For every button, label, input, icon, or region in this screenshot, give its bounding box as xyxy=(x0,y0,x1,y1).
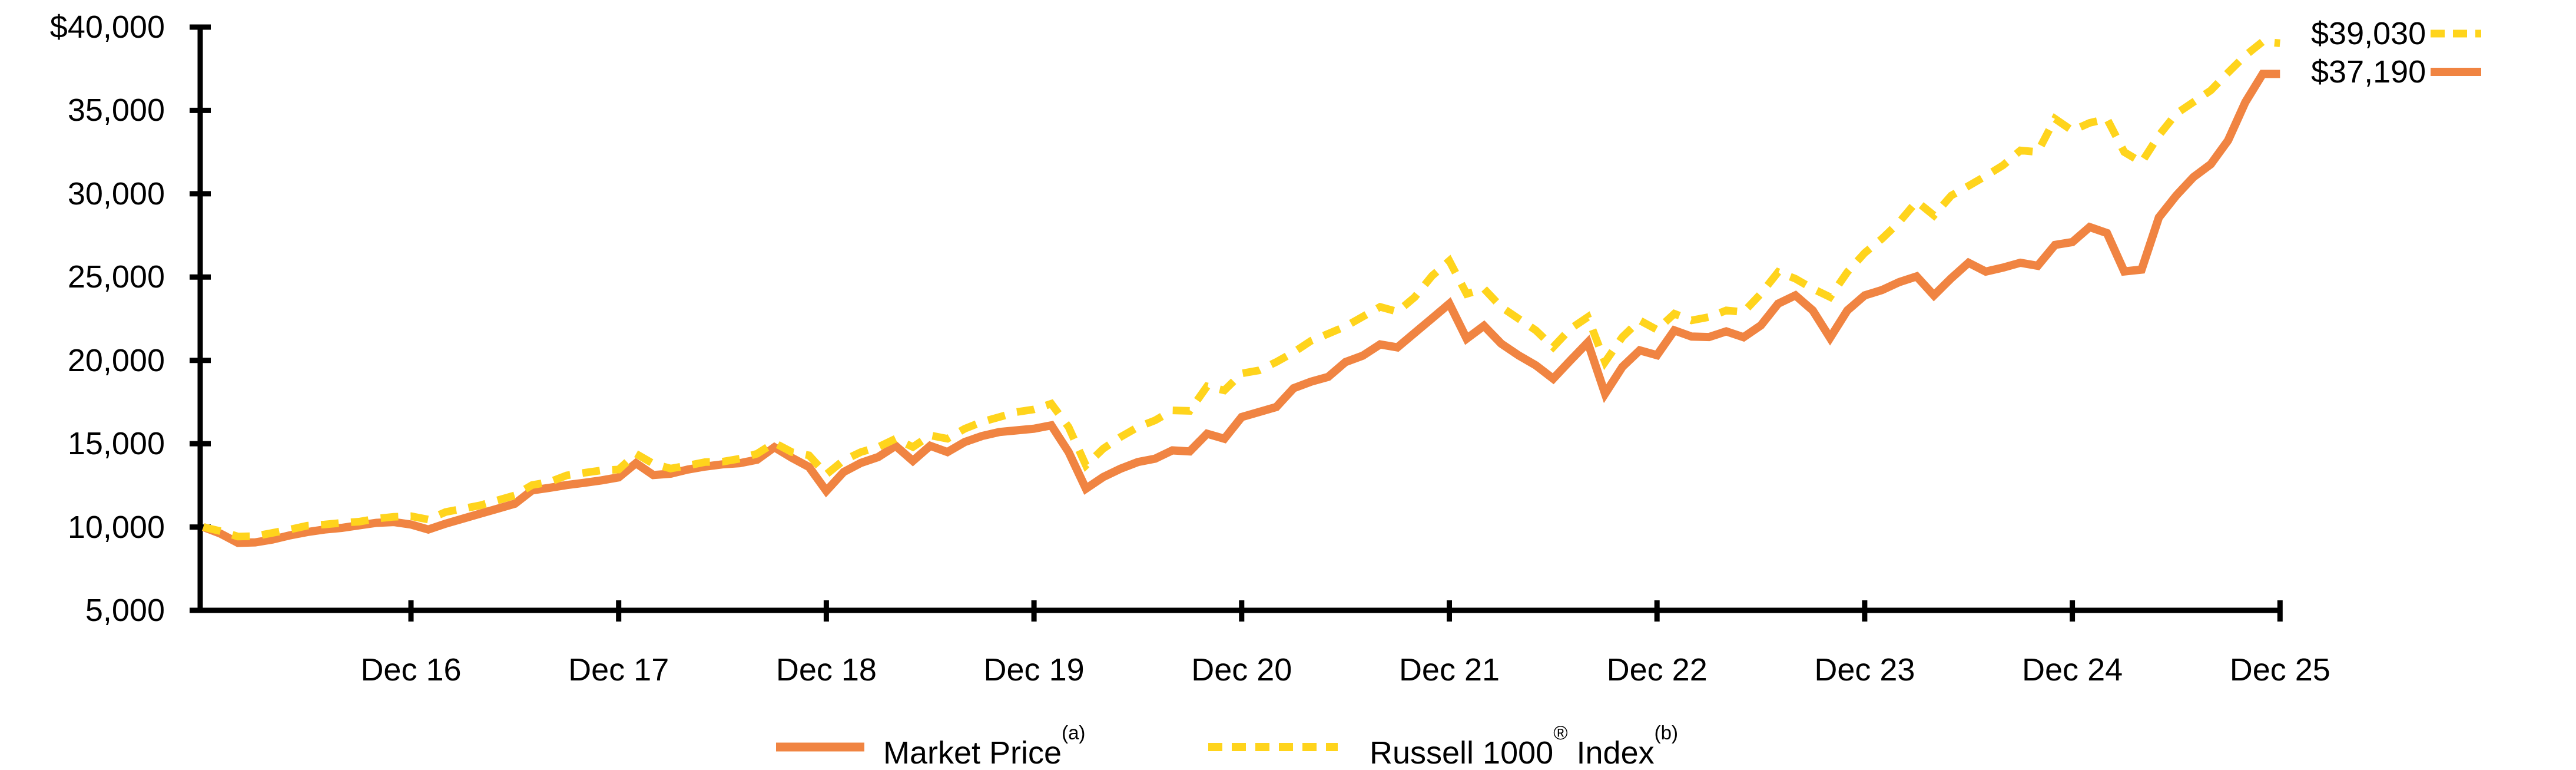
legend-russell-text1: Russell 1000 xyxy=(1370,735,1554,770)
series-line-market-price xyxy=(201,70,2280,547)
y-tick-label: 5,000 xyxy=(85,593,165,628)
legend-label-russell-index: Russell 1000® Index(b) xyxy=(1370,722,1678,770)
legend-market-price-text: Market Price xyxy=(883,735,1062,770)
x-tick-label: Dec 17 xyxy=(568,652,669,688)
end-value-market: $37,190 xyxy=(2311,54,2426,90)
legend-russell-registered-mark: ® xyxy=(1553,722,1568,743)
y-tick-label: $40,000 xyxy=(49,9,165,45)
y-tick-label: 20,000 xyxy=(67,342,165,378)
x-tick-label: Dec 20 xyxy=(1191,652,1292,688)
legend-russell-footnote: (b) xyxy=(1654,722,1678,743)
y-tick-label: 25,000 xyxy=(67,259,165,295)
x-tick-label: Dec 16 xyxy=(360,652,462,688)
end-value-russell: $39,030 xyxy=(2311,16,2426,51)
y-tick-label: 10,000 xyxy=(67,509,165,545)
x-tick-label: Dec 24 xyxy=(2022,652,2123,688)
x-tick-label: Dec 18 xyxy=(775,652,877,688)
series-line-russell-1000-index xyxy=(202,37,2280,541)
x-tick-label: Dec 19 xyxy=(983,652,1085,688)
legend-market-price-footnote: (a) xyxy=(1062,722,1086,743)
x-tick-label: Dec 25 xyxy=(2229,652,2330,688)
x-tick-label: Dec 21 xyxy=(1398,652,1500,688)
legend-russell-text2: Index xyxy=(1567,735,1655,770)
y-tick-label: 35,000 xyxy=(67,92,165,128)
y-tick-label: 15,000 xyxy=(67,426,165,462)
x-tick-label: Dec 22 xyxy=(1606,652,1708,688)
legend-label-market-price: Market Price(a) xyxy=(883,722,1085,770)
x-tick-label: Dec 23 xyxy=(1814,652,1915,688)
y-tick-label: 30,000 xyxy=(67,176,165,211)
